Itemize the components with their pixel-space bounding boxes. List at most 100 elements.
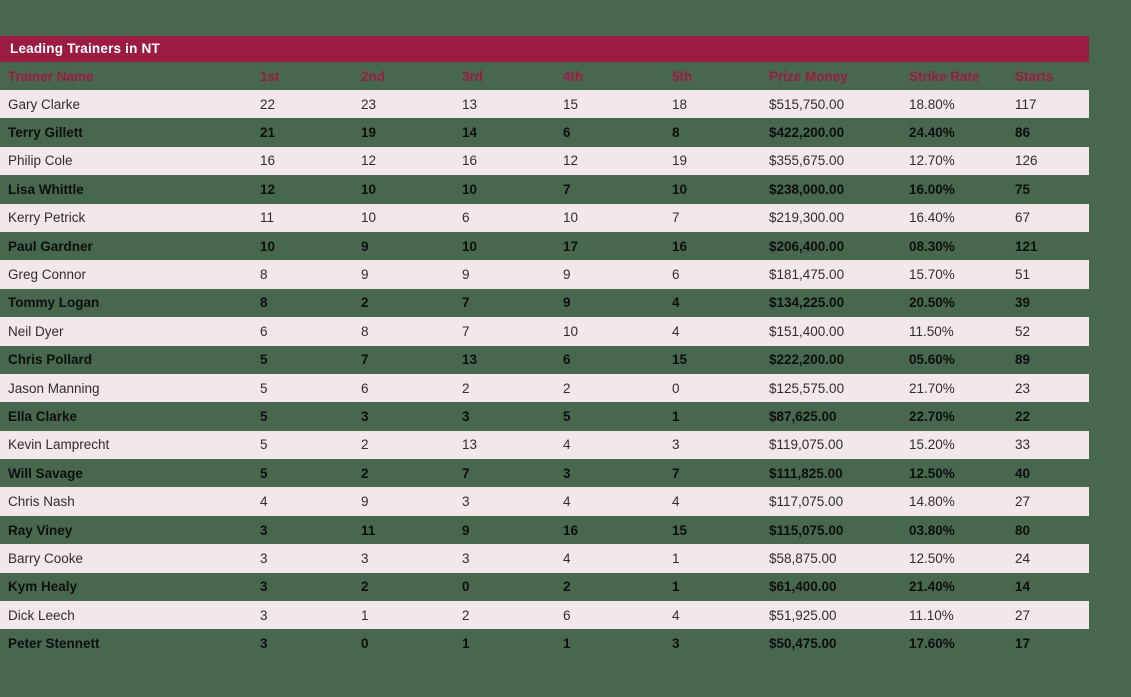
cell-seconds: 2 bbox=[361, 579, 369, 595]
cell-firsts: 3 bbox=[260, 607, 268, 623]
cell-strike-rate: 12.50% bbox=[909, 465, 955, 481]
table-row: Chris Nash 4 9 3 4 4 $117,075.00 14.80% 27 bbox=[0, 487, 1089, 516]
cell-firsts: 4 bbox=[260, 494, 268, 510]
cell-thirds: 1 bbox=[462, 636, 470, 652]
cell-prize-money: $515,750.00 bbox=[769, 96, 845, 112]
cell-fifths: 3 bbox=[672, 636, 680, 652]
cell-thirds: 13 bbox=[462, 96, 478, 112]
cell-firsts: 3 bbox=[260, 522, 268, 538]
cell-strike-rate: 15.70% bbox=[909, 267, 955, 283]
cell-strike-rate: 12.50% bbox=[909, 550, 955, 566]
cell-prize-money: $125,575.00 bbox=[769, 380, 845, 396]
cell-trainer-name: Peter Stennett bbox=[8, 636, 100, 652]
cell-prize-money: $238,000.00 bbox=[769, 181, 845, 197]
table-row: Gary Clarke 22 23 13 15 18 $515,750.00 18.80% 11… bbox=[0, 90, 1089, 119]
cell-trainer-name: Barry Cooke bbox=[8, 550, 84, 566]
table-row: Tommy Logan 8 2 7 9 4 $134,225.00 20.50% 39 bbox=[0, 289, 1089, 317]
table-row: Jason Manning 5 6 2 2 0 $125,575.00 21.70% 23 bbox=[0, 373, 1089, 403]
cell-starts: 17 bbox=[1015, 636, 1031, 652]
cell-starts: 117 bbox=[1015, 96, 1037, 112]
cell-fourths: 4 bbox=[563, 437, 571, 453]
table-row: Philip Cole 16 12 16 12 19 $355,675.00 12.70% 12… bbox=[0, 146, 1089, 176]
cell-prize-money: $219,300.00 bbox=[769, 210, 845, 226]
cell-firsts: 16 bbox=[260, 153, 276, 169]
cell-seconds: 3 bbox=[361, 408, 369, 424]
cell-thirds: 10 bbox=[462, 238, 478, 254]
cell-strike-rate: 22.70% bbox=[909, 408, 955, 424]
cell-fifths: 18 bbox=[672, 96, 688, 112]
cell-fourths: 2 bbox=[563, 579, 571, 595]
cell-firsts: 5 bbox=[260, 437, 268, 453]
cell-fifths: 10 bbox=[672, 181, 688, 197]
cell-firsts: 8 bbox=[260, 267, 268, 283]
cell-fourths: 9 bbox=[563, 267, 571, 283]
cell-prize-money: $151,400.00 bbox=[769, 323, 845, 339]
cell-fifths: 19 bbox=[672, 153, 688, 169]
cell-fourths: 5 bbox=[563, 408, 571, 424]
cell-thirds: 9 bbox=[462, 522, 470, 538]
table-row: Will Savage 5 2 7 3 7 $111,825.00 12.50% 40 bbox=[0, 459, 1089, 487]
cell-seconds: 9 bbox=[361, 267, 369, 283]
cell-starts: 40 bbox=[1015, 465, 1031, 481]
cell-starts: 67 bbox=[1015, 210, 1031, 226]
cell-trainer-name: Neil Dyer bbox=[8, 323, 64, 339]
cell-thirds: 6 bbox=[462, 210, 470, 226]
cell-starts: 39 bbox=[1015, 295, 1031, 311]
cell-prize-money: $61,400.00 bbox=[769, 579, 837, 595]
cell-fifths: 4 bbox=[672, 295, 680, 311]
column-header-seconds[interactable]: 2nd bbox=[361, 68, 386, 84]
cell-starts: 27 bbox=[1015, 607, 1031, 623]
cell-prize-money: $422,200.00 bbox=[769, 125, 845, 141]
cell-firsts: 3 bbox=[260, 636, 268, 652]
cell-fourths: 12 bbox=[563, 153, 579, 169]
cell-fifths: 1 bbox=[672, 408, 680, 424]
table-row: Barry Cooke 3 3 3 4 1 $58,875.00 12.50% 24 bbox=[0, 544, 1089, 573]
cell-fourths: 7 bbox=[563, 181, 571, 197]
cell-strike-rate: 18.80% bbox=[909, 96, 955, 112]
cell-trainer-name: Chris Pollard bbox=[8, 352, 93, 368]
cell-firsts: 6 bbox=[260, 323, 268, 339]
cell-prize-money: $222,200.00 bbox=[769, 352, 845, 368]
cell-fourths: 4 bbox=[563, 494, 571, 510]
table-row: Dick Leech 3 1 2 6 4 $51,925.00 11.10% 27 bbox=[0, 601, 1089, 630]
column-header-fourths[interactable]: 4th bbox=[563, 68, 584, 84]
cell-fourths: 15 bbox=[563, 96, 579, 112]
cell-starts: 80 bbox=[1015, 522, 1031, 538]
cell-strike-rate: 16.40% bbox=[909, 210, 955, 226]
cell-prize-money: $117,075.00 bbox=[769, 494, 844, 510]
cell-fourths: 16 bbox=[563, 522, 579, 538]
trainers-table-body: Gary Clarke 22 23 13 15 18 $515,750.00 18.80% 11… bbox=[0, 90, 1089, 658]
cell-trainer-name: Terry Gillett bbox=[8, 125, 83, 141]
cell-fifths: 4 bbox=[672, 323, 680, 339]
cell-thirds: 14 bbox=[462, 125, 478, 141]
column-header-firsts[interactable]: 1st bbox=[260, 68, 280, 84]
cell-thirds: 7 bbox=[462, 323, 470, 339]
column-header-starts[interactable]: Starts bbox=[1015, 68, 1054, 84]
column-header-prize-money[interactable]: Prize Money bbox=[769, 68, 848, 84]
cell-thirds: 9 bbox=[462, 267, 470, 283]
cell-starts: 89 bbox=[1015, 352, 1031, 368]
column-header-thirds[interactable]: 3rd bbox=[462, 68, 484, 84]
cell-prize-money: $115,075.00 bbox=[769, 522, 844, 538]
table-row: Ella Clarke 5 3 3 5 1 $87,625.00 22.70% 22 bbox=[0, 402, 1089, 430]
column-header-strike-rate[interactable]: Strike Rate bbox=[909, 68, 980, 84]
cell-strike-rate: 16.00% bbox=[909, 181, 955, 197]
cell-fifths: 6 bbox=[672, 267, 680, 283]
cell-trainer-name: Lisa Whittle bbox=[8, 181, 84, 197]
column-header-trainer-name[interactable]: Trainer Name bbox=[8, 68, 94, 84]
cell-seconds: 7 bbox=[361, 352, 369, 368]
cell-strike-rate: 21.40% bbox=[909, 579, 955, 595]
cell-fourths: 9 bbox=[563, 295, 571, 311]
leading-trainers-panel: Leading Trainers in NT Trainer Name 1st 2n… bbox=[0, 36, 1089, 658]
table-row: Chris Pollard 5 7 13 6 15 $222,200.00 05.60% 89 bbox=[0, 346, 1089, 374]
cell-strike-rate: 17.60% bbox=[909, 636, 955, 652]
cell-prize-money: $51,925.00 bbox=[769, 607, 837, 623]
table-row: Greg Connor 8 9 9 9 6 $181,475.00 15.70% 51 bbox=[0, 260, 1089, 289]
cell-fourths: 2 bbox=[563, 380, 571, 396]
cell-strike-rate: 21.70% bbox=[909, 380, 955, 396]
cell-strike-rate: 11.10% bbox=[909, 607, 954, 623]
column-header-fifths[interactable]: 5th bbox=[672, 68, 693, 84]
cell-fourths: 4 bbox=[563, 550, 571, 566]
cell-prize-money: $119,075.00 bbox=[769, 437, 844, 453]
